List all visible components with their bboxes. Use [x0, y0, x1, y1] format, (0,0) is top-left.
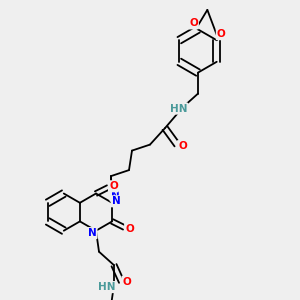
- Text: HN: HN: [98, 282, 115, 292]
- Text: HN: HN: [170, 103, 187, 114]
- Text: N: N: [110, 190, 119, 201]
- Text: O: O: [189, 18, 198, 28]
- Text: N: N: [112, 196, 120, 206]
- Text: O: O: [109, 181, 118, 191]
- Text: O: O: [122, 277, 131, 287]
- Text: N: N: [88, 228, 97, 238]
- Text: O: O: [125, 224, 134, 234]
- Text: O: O: [217, 29, 226, 39]
- Text: O: O: [178, 141, 187, 151]
